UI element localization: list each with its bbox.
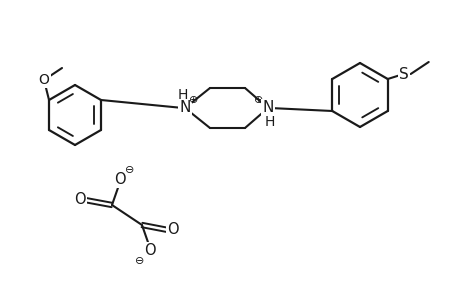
Text: ⊖: ⊖ — [125, 165, 134, 175]
Text: O: O — [114, 172, 126, 187]
Text: N: N — [262, 100, 273, 116]
Text: O: O — [74, 193, 86, 208]
Text: ⊖: ⊖ — [135, 256, 145, 266]
Text: O: O — [39, 73, 50, 87]
Text: ⊕: ⊕ — [189, 95, 198, 105]
Text: H: H — [264, 115, 274, 129]
Text: O: O — [144, 244, 156, 259]
Text: ⊕: ⊕ — [254, 95, 263, 105]
Text: N: N — [179, 100, 190, 116]
Text: H: H — [178, 88, 188, 102]
Text: S: S — [398, 67, 408, 82]
Text: O: O — [167, 223, 179, 238]
